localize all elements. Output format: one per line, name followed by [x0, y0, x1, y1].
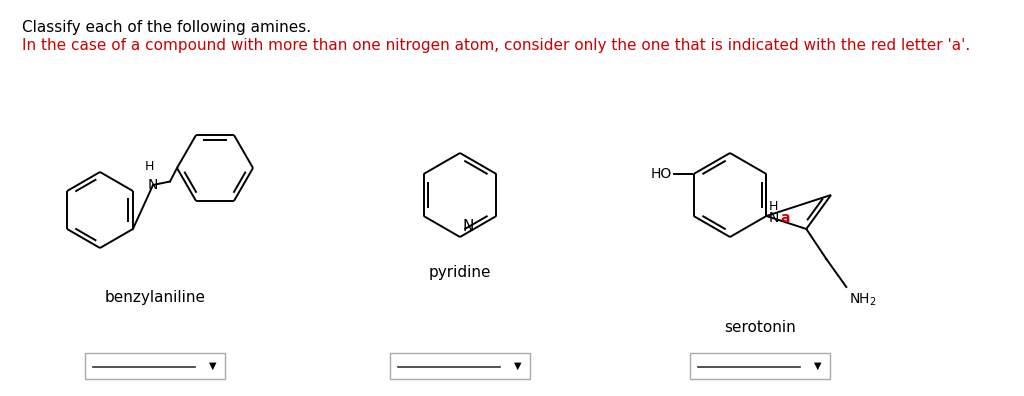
- Text: N: N: [463, 219, 474, 234]
- Text: a: a: [780, 211, 790, 225]
- Text: serotonin: serotonin: [724, 320, 796, 335]
- Text: H: H: [144, 160, 154, 173]
- Text: Classify each of the following amines.: Classify each of the following amines.: [22, 20, 311, 35]
- Bar: [85, 353, 225, 379]
- Bar: [690, 353, 830, 379]
- Text: ▼: ▼: [209, 361, 217, 371]
- Text: N: N: [768, 211, 778, 225]
- Text: HO: HO: [650, 167, 672, 181]
- Text: benzylaniline: benzylaniline: [104, 290, 206, 305]
- Text: N: N: [147, 178, 158, 192]
- Text: ▼: ▼: [514, 361, 522, 371]
- Text: In the case of a compound with more than one nitrogen atom, consider only the on: In the case of a compound with more than…: [22, 38, 971, 53]
- Text: NH$_2$: NH$_2$: [849, 292, 877, 308]
- Bar: [390, 353, 530, 379]
- Text: ▼: ▼: [814, 361, 821, 371]
- Text: H: H: [768, 200, 778, 213]
- Text: pyridine: pyridine: [429, 265, 492, 280]
